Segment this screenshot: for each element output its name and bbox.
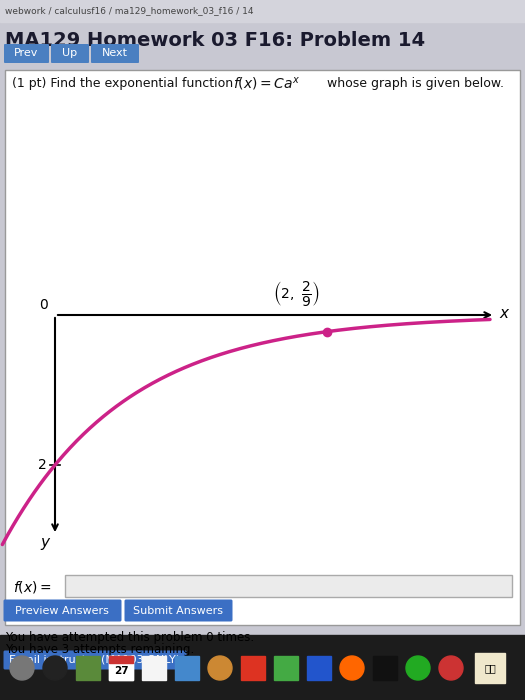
Bar (109, 656, 133, 680)
Bar (307, 656, 331, 680)
Text: MA129 Homework 03 F16: Problem 14: MA129 Homework 03 F16: Problem 14 (5, 31, 425, 50)
Text: $f(x) = Ca^x$: $f(x) = Ca^x$ (233, 74, 301, 92)
Bar (5, 70, 520, 625)
Circle shape (208, 656, 232, 680)
Text: 有道: 有道 (484, 663, 496, 673)
FancyBboxPatch shape (91, 44, 139, 63)
Circle shape (43, 656, 67, 680)
Text: Email instructor (MA103 ONLY): Email instructor (MA103 ONLY) (9, 655, 181, 665)
Bar (142, 656, 166, 680)
FancyBboxPatch shape (51, 44, 89, 63)
Circle shape (406, 656, 430, 680)
Bar (65, 575, 512, 597)
Text: $\left(2,\ \dfrac{2}{9}\right)$: $\left(2,\ \dfrac{2}{9}\right)$ (274, 279, 320, 308)
Text: y: y (40, 536, 49, 550)
Circle shape (439, 656, 463, 680)
Text: (1 pt) Find the exponential function: (1 pt) Find the exponential function (12, 76, 237, 90)
FancyBboxPatch shape (4, 599, 121, 622)
Text: 0: 0 (39, 298, 48, 312)
Text: whose graph is given below.: whose graph is given below. (323, 76, 504, 90)
Text: 2: 2 (38, 458, 46, 472)
Bar (241, 656, 265, 680)
Text: You have 3 attempts remaining.: You have 3 attempts remaining. (5, 643, 194, 655)
Text: 27: 27 (114, 666, 128, 676)
Bar (76, 656, 100, 680)
Bar (0, 0, 525, 22)
Text: x: x (499, 305, 509, 321)
Text: Preview Answers: Preview Answers (15, 606, 109, 615)
Circle shape (10, 656, 34, 680)
Text: webwork / calculusf16 / ma129_homework_03_f16 / 14: webwork / calculusf16 / ma129_homework_0… (5, 6, 254, 15)
Text: Submit Answers: Submit Answers (133, 606, 223, 615)
Bar (175, 656, 199, 680)
FancyBboxPatch shape (124, 599, 233, 622)
Text: Next: Next (102, 48, 128, 59)
Bar (0, 635, 525, 700)
Circle shape (340, 656, 364, 680)
Bar (109, 656, 133, 680)
Bar (373, 656, 397, 680)
Text: Up: Up (62, 48, 78, 59)
Text: Prev: Prev (14, 48, 39, 59)
Bar (274, 656, 298, 680)
Bar (109, 656, 133, 663)
FancyBboxPatch shape (4, 650, 186, 669)
Text: You have attempted this problem 0 times.: You have attempted this problem 0 times. (5, 631, 254, 643)
Bar (475, 653, 505, 683)
FancyBboxPatch shape (4, 44, 49, 63)
Text: $f(x) =$: $f(x) =$ (13, 579, 52, 595)
